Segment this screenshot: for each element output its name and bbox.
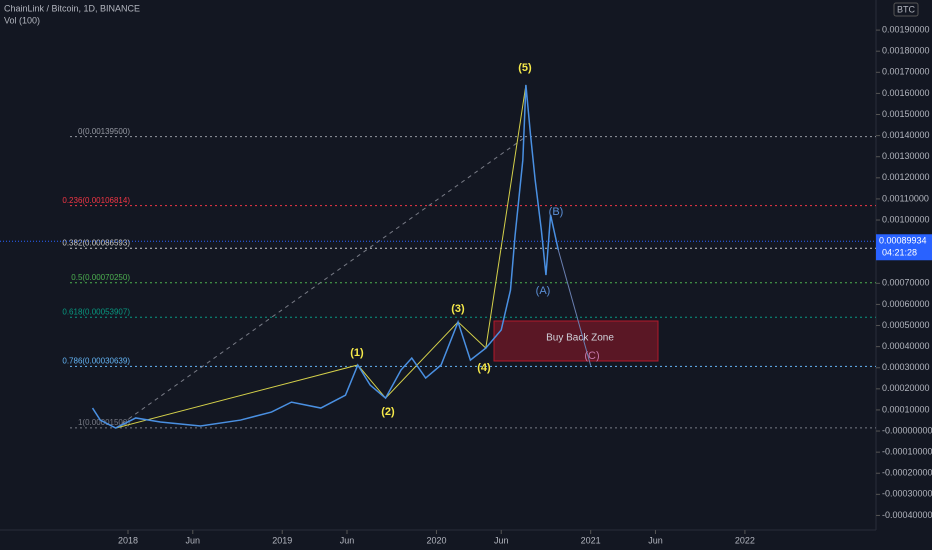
y-tick-label: 0.00130000: [882, 151, 930, 161]
y-tick-label: 0.00120000: [882, 172, 930, 182]
fib-label: 0.236(0.00106814): [62, 196, 130, 205]
x-tick-label: Jun: [340, 535, 355, 545]
wave-label: (1): [350, 347, 364, 359]
y-tick-label: 0.00010000: [882, 404, 930, 414]
fib-label: 0.618(0.00053907): [62, 307, 130, 316]
trend-line: [115, 136, 527, 429]
y-tick-label: 0.00160000: [882, 88, 930, 98]
y-tick-label: 0.00070000: [882, 278, 930, 288]
y-tick-label: 0.00170000: [882, 67, 930, 77]
y-tick-label: -0.00020000: [882, 468, 932, 478]
volume-label: Vol (100): [4, 15, 40, 25]
chart-title: ChainLink / Bitcoin, 1D, BINANCE: [4, 3, 140, 13]
y-tick-label: -0.00010000: [882, 447, 932, 457]
fib-label: 0.382(0.00086593): [62, 238, 130, 247]
y-tick-label: 0.00140000: [882, 130, 930, 140]
fib-label: 0(0.00139500): [78, 127, 130, 136]
correction-label: (C): [584, 350, 599, 362]
fib-label: 0.5(0.00070250): [71, 273, 130, 282]
x-tick-label: 2018: [118, 535, 138, 545]
wave-label: (2): [381, 406, 395, 418]
x-tick-label: 2020: [426, 535, 446, 545]
x-tick-label: Jun: [186, 535, 201, 545]
correction-label: (B): [549, 206, 564, 218]
x-tick-label: Jun: [648, 535, 663, 545]
zone-label: Buy Back Zone: [546, 333, 614, 344]
y-tick-label: 0.00150000: [882, 109, 930, 119]
x-tick-label: Jun: [494, 535, 509, 545]
last-price-box: [876, 234, 932, 261]
wave-label: (4): [477, 362, 491, 374]
y-tick-label: 0.00060000: [882, 299, 930, 309]
x-tick-label: 2021: [581, 535, 601, 545]
correction-label: (A): [536, 285, 551, 297]
x-tick-label: 2019: [272, 535, 292, 545]
fib-label: 0.786(0.00030639): [62, 356, 130, 365]
countdown-label: 04:21:28: [882, 248, 917, 258]
price-line: [91, 84, 560, 429]
y-tick-label: 0.00050000: [882, 320, 930, 330]
y-tick-label: 0.00110000: [882, 193, 929, 203]
correction-line: [557, 249, 592, 366]
wave-line: [115, 84, 527, 429]
y-tick-label: 0.00100000: [882, 214, 930, 224]
x-tick-label: 2022: [735, 535, 755, 545]
y-tick-label: 0.00020000: [882, 383, 930, 393]
y-tick-label: 0.00190000: [882, 24, 930, 34]
y-tick-label: -0.00040000: [882, 510, 932, 520]
buy-back-zone: [493, 320, 659, 362]
wave-label: (3): [451, 303, 465, 315]
y-tick-label: 0.00040000: [882, 341, 930, 351]
y-tick-label: 0.00030000: [882, 362, 930, 372]
wave-label: (5): [518, 62, 532, 74]
y-tick-label: 0.00180000: [882, 46, 930, 56]
last-price-label: 0.00089934: [879, 236, 927, 246]
currency-badge: [893, 2, 919, 17]
y-tick-label: -0.00000000: [882, 425, 932, 435]
y-tick-label: -0.00030000: [882, 489, 932, 499]
currency: BTC: [897, 4, 916, 14]
